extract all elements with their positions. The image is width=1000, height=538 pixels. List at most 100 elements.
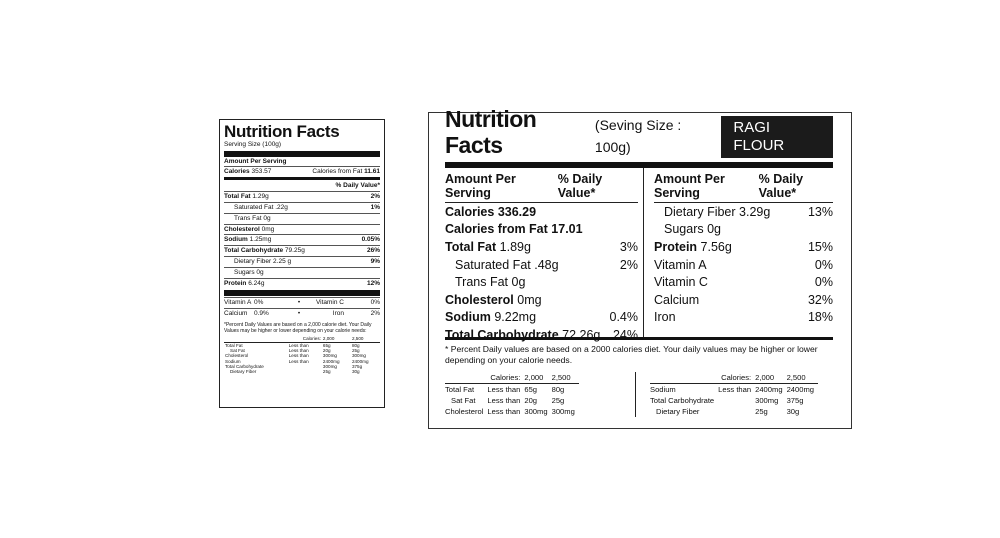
label2-right-name: Vitamin C [654, 275, 708, 290]
label1-nutrient-amount: 79.25g [284, 247, 305, 255]
label2-left-amount: 17.01 [551, 222, 583, 237]
label1-medium-rule [224, 177, 380, 181]
label1-nutrient-row: Trans Fat 0g [224, 212, 380, 224]
label2-left-dv-header: % Daily Value* [557, 172, 603, 200]
label1-vitamin-a-name: Vitamin A [224, 299, 252, 307]
label2-left-amount-header: Amount Per Serving [445, 172, 516, 200]
label1-nutrient-amount: 0g [263, 214, 271, 222]
label2-ref-left-cell: Total Fat [445, 385, 475, 394]
label2-left-row: Trans Fat 0g [445, 273, 638, 291]
label2-left-row: Cholesterol 0mg [445, 291, 638, 309]
label1-nutrient-cell: Sugars 0g [224, 269, 264, 277]
label2-ref-right-cell: 30g [786, 407, 800, 416]
label2-right-dv: 0% [814, 275, 833, 290]
label1-ref-cell: 30g [351, 369, 360, 375]
label1-ref-cell: 20g [322, 348, 331, 354]
label1-nutrient-amount: .22g [275, 203, 288, 211]
label2-right-name: Dietary Fiber [664, 204, 736, 219]
label1-nutrient-list: Total Fat 1.29g 2% Saturated Fat .22g 1% Tra… [224, 191, 380, 288]
label2-left-name: Sodium [445, 310, 491, 325]
label2-left-name: Calories from Fat [445, 222, 548, 237]
label1-ref-header-cell [224, 336, 288, 343]
label2-ref-right-header-cell: Calories: [718, 372, 756, 384]
label1-nutrient-amount: 2.25 g [273, 257, 292, 265]
label2-ref-left-cell: Less than [487, 396, 521, 405]
label1-ref-cell: 300mg [322, 363, 337, 369]
label2-ref-right-cell: Less than [718, 385, 752, 394]
label1-nutrient-amount: 0mg [261, 225, 275, 233]
label1-nutrient-row: Sodium 1.25mg 0.05% [224, 234, 380, 245]
label2-left-rows: Calories 336.29 Calories from Fat 17.01 To… [445, 203, 638, 344]
label2-header: Nutrition Facts (Seving Size : 100g) RAG… [445, 106, 833, 158]
label2-right-dv: 13% [807, 204, 833, 219]
label2-right-name: Vitamin A [654, 257, 707, 272]
label2-right-row: Sugars 0g [654, 221, 833, 239]
label1-title: Nutrition Facts [224, 122, 340, 141]
label2-body: Amount Per Serving % Daily Value* Calori… [445, 168, 833, 342]
label2-footnote: * Percent Daily values are based on a 20… [445, 344, 818, 365]
label2-ref-right-cell: 375g [786, 396, 804, 405]
label2-left-cell: Calories from Fat 17.01 [445, 222, 583, 236]
label2-left-cell: Total Carbohydrate 72.26g [445, 328, 600, 342]
label1-vitamin-b-value: 2% [370, 310, 380, 318]
label2-left-row: Total Carbohydrate 72.26g 24% [445, 326, 638, 344]
label2-ref-left-cell: 300mg [551, 407, 575, 416]
label1-ref-header-row: Calories: 2,000 2,500 [224, 336, 380, 343]
label1-nutrient-name: Protein [224, 279, 247, 287]
label2-ref-left-header-cell: 2,500 [551, 372, 579, 384]
label1-nutrient-amount: 0g [256, 268, 264, 276]
label2-left-amount: 0mg [517, 292, 542, 307]
label2-right-name: Sugars [664, 222, 704, 237]
label2-left-cell: Sodium 9.22mg [445, 310, 536, 324]
label1-nutrient-row: Total Carbohydrate 79.25g 26% [224, 245, 380, 256]
label2-right-amount: 7.56g [700, 239, 732, 254]
label2-right-dv: 15% [807, 239, 833, 254]
label2-serving-size: (Seving Size : 100g) [594, 117, 682, 155]
label1-vitamin-bullet: • [297, 310, 301, 318]
label2-ref-left-header-cell: Calories: [487, 372, 525, 384]
label2-left-row: Total Fat 1.89g 3% [445, 238, 638, 256]
label1-nutrient-dv: 12% [366, 279, 380, 287]
label2-ref-left-row: Sat Fat Less than 20g 25g [445, 395, 579, 406]
label2-left-row: Calories 336.29 [445, 203, 638, 221]
label1-ref-cell: 80g [351, 342, 360, 348]
label1-ref-cell: Sodium [225, 358, 241, 364]
label1-ref-cell [288, 369, 322, 374]
label2-left-amount: 1.89g [499, 239, 531, 254]
label1-nutrient-name: Sodium [224, 236, 248, 244]
label1-nutrient-row: Protein 6.24g 12% [224, 277, 380, 289]
label2-left-cell: Saturated Fat .48g [445, 258, 559, 272]
label2-right-amount-header: Amount Per Serving [654, 172, 725, 200]
label1-nutrient-name: Total Fat [224, 193, 251, 201]
label1-ref-cell: Total Fat [225, 342, 243, 348]
label2-ref-right-cell: 25g [755, 407, 768, 416]
label1-amount-per-serving: Amount Per Serving [224, 157, 287, 165]
label2-right-cell: Dietary Fiber 3.29g [654, 205, 770, 219]
label1-ref-cell: Cholesterol [225, 353, 249, 359]
label2-right-dv: 18% [807, 310, 833, 325]
label2-left-amount: 9.22mg [494, 310, 537, 325]
label1-ref-cell: 300mg [351, 353, 366, 359]
label2-ref-right-cell: 300mg [755, 396, 779, 405]
label1-ref-cell: Less than [288, 358, 309, 364]
label1-ref-cell: 375g [351, 363, 363, 369]
label1-cal-fat-value: 11.61 [364, 167, 380, 175]
nutrition-label-small: Nutrition Facts Serving Size (100g) Amou… [219, 119, 385, 408]
label1-calories-row: Calories 353.57 Calories from Fat 11.61 [224, 165, 380, 177]
label1-nutrient-dv: 26% [366, 247, 380, 255]
label2-left-name: Trans Fat [455, 275, 509, 290]
label1-calories-value: 353.57 [251, 167, 272, 175]
label2-ref-right-row: Dietary Fiber 25g 30g [650, 406, 818, 417]
label2-right-row: Calcium 32% [654, 291, 833, 309]
label2-ref-right-row: Total Carbohydrate 300mg 375g [650, 395, 818, 406]
label2-left-amount: .48g [534, 257, 559, 272]
label2-left-row: Sodium 9.22mg 0.4% [445, 309, 638, 327]
label1-cal-fat-label: Calories from Fat [312, 167, 363, 175]
label1-dv-header-row: % Daily Value* [224, 181, 380, 191]
label2-right-header: Amount Per Serving % Daily Value* [654, 168, 833, 203]
label2-right-row: Iron 18% [654, 309, 833, 327]
label1-ref-cell: Less than [288, 353, 309, 359]
label2-left-amount: 336.29 [497, 204, 537, 219]
label1-ref-header-cell: 2,500 [350, 336, 380, 343]
label2-ref-right-cell [718, 406, 755, 417]
